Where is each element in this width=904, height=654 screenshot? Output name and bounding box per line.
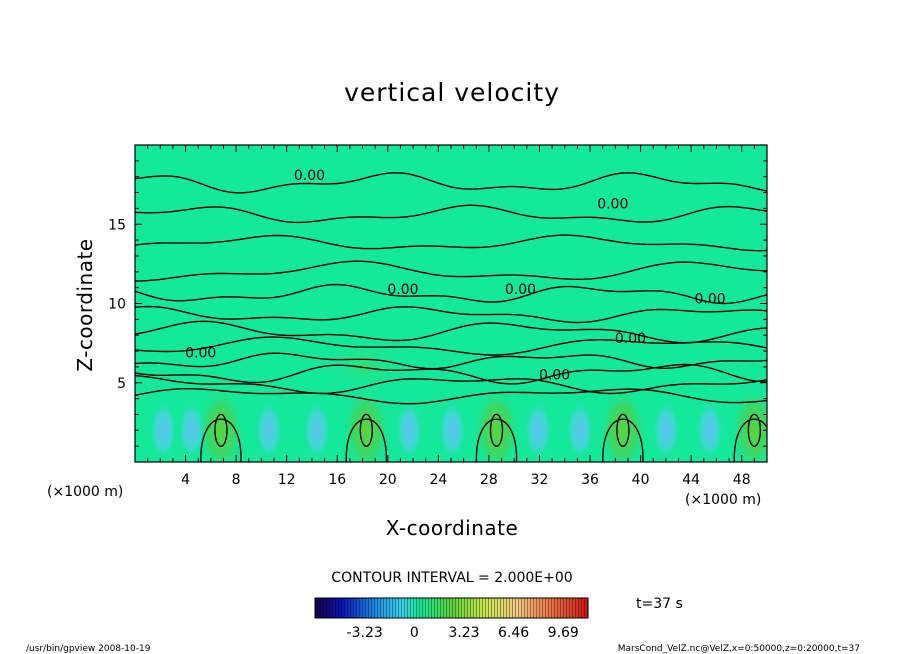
x-tick-label: 36 xyxy=(581,472,599,488)
colorbar-tick-label: 3.23 xyxy=(448,625,479,641)
colorbar-tick-label: 6.46 xyxy=(498,625,529,641)
y-unit-label: (×1000 m) xyxy=(47,484,123,500)
contour-line xyxy=(135,283,767,305)
contour-label: 0.00 xyxy=(294,168,325,184)
downdraft-region xyxy=(177,400,206,461)
updraft-core-contour xyxy=(214,413,228,447)
x-tick-label: 28 xyxy=(480,472,498,488)
colorbar-tick-label: 9.69 xyxy=(548,625,579,641)
colorbar-stripes xyxy=(315,598,588,618)
colorbar-frame xyxy=(314,597,589,619)
updraft-contour xyxy=(345,418,388,462)
x-tick-label: 24 xyxy=(429,472,447,488)
contour-line xyxy=(135,234,767,252)
contour-line xyxy=(135,171,767,194)
updraft-contour xyxy=(475,418,518,462)
downdraft-region xyxy=(652,400,681,461)
contour-line xyxy=(135,363,767,385)
footer-left: /usr/bin/gpview 2008-10-19 xyxy=(26,644,151,654)
contour-line xyxy=(135,352,767,370)
x-axis-title: X-coordinate xyxy=(386,516,519,540)
updraft-region xyxy=(196,386,245,462)
contour-label: 0.00 xyxy=(615,331,646,347)
updraft-core-contour xyxy=(616,413,630,447)
x-tick-label: 4 xyxy=(181,472,190,488)
downdraft-region xyxy=(395,400,424,461)
downdraft-region xyxy=(302,400,331,461)
downdraft-region xyxy=(524,400,553,461)
updraft-core-contour xyxy=(747,413,762,447)
updraft-region xyxy=(472,386,521,462)
y-tick-label: 15 xyxy=(108,217,126,233)
downdraft-region xyxy=(695,400,724,461)
contour-line xyxy=(135,336,767,356)
contour-line xyxy=(135,204,767,224)
x-tick-label: 20 xyxy=(379,472,397,488)
updraft-contour xyxy=(602,418,644,462)
downdraft-region xyxy=(254,400,283,461)
contour-label: 0.00 xyxy=(185,345,216,361)
y-tick-label: 5 xyxy=(117,376,126,392)
contour-label: 0.00 xyxy=(597,196,628,212)
x-tick-label: 16 xyxy=(328,472,346,488)
y-axis-title: Z-coordinate xyxy=(73,238,97,371)
x-tick-label: 8 xyxy=(232,472,241,488)
updraft-core-contour xyxy=(489,413,504,447)
x-unit-label: (×1000 m) xyxy=(685,492,761,508)
contour-line xyxy=(135,375,767,395)
chart-title: vertical velocity xyxy=(344,78,560,107)
downdraft-region xyxy=(149,400,178,461)
updraft-contour xyxy=(733,418,767,462)
downdraft-region xyxy=(438,400,467,461)
x-tick-label: 40 xyxy=(632,472,650,488)
time-label: t=37 s xyxy=(636,596,683,612)
contour-line xyxy=(135,260,767,282)
contour-label: 0.00 xyxy=(505,282,536,298)
contour-label: 0.00 xyxy=(387,282,418,298)
x-tick-label: 32 xyxy=(531,472,549,488)
contour-line xyxy=(135,305,767,324)
updraft-core-contour xyxy=(359,413,374,447)
colorbar-tick-label: 0 xyxy=(410,625,419,641)
x-tick-label: 12 xyxy=(278,472,296,488)
updraft-region xyxy=(342,386,391,462)
contour-line xyxy=(135,320,767,344)
y-tick-label: 10 xyxy=(108,297,126,313)
contour-label: 0.00 xyxy=(695,292,726,308)
downdraft-region xyxy=(565,400,594,461)
updraft-region xyxy=(598,386,647,462)
contour-interval: CONTOUR INTERVAL = 2.000E+00 xyxy=(331,570,572,586)
updraft-contour xyxy=(200,418,242,462)
contour-label: 0.00 xyxy=(539,368,570,384)
velocity-field: 0.00 0.00 0.00 0.00 0.00 0.00 0.00 0.00 xyxy=(135,145,767,462)
weak-updraft-region xyxy=(325,340,405,390)
colorbar-tick-label: -3.23 xyxy=(347,625,383,641)
footer-right: MarsCond_VelZ.nc@VelZ,x=0:50000,z=0:2000… xyxy=(618,644,860,654)
contour-line xyxy=(135,388,767,405)
x-tick-label: 48 xyxy=(733,472,751,488)
x-tick-label: 44 xyxy=(682,472,700,488)
